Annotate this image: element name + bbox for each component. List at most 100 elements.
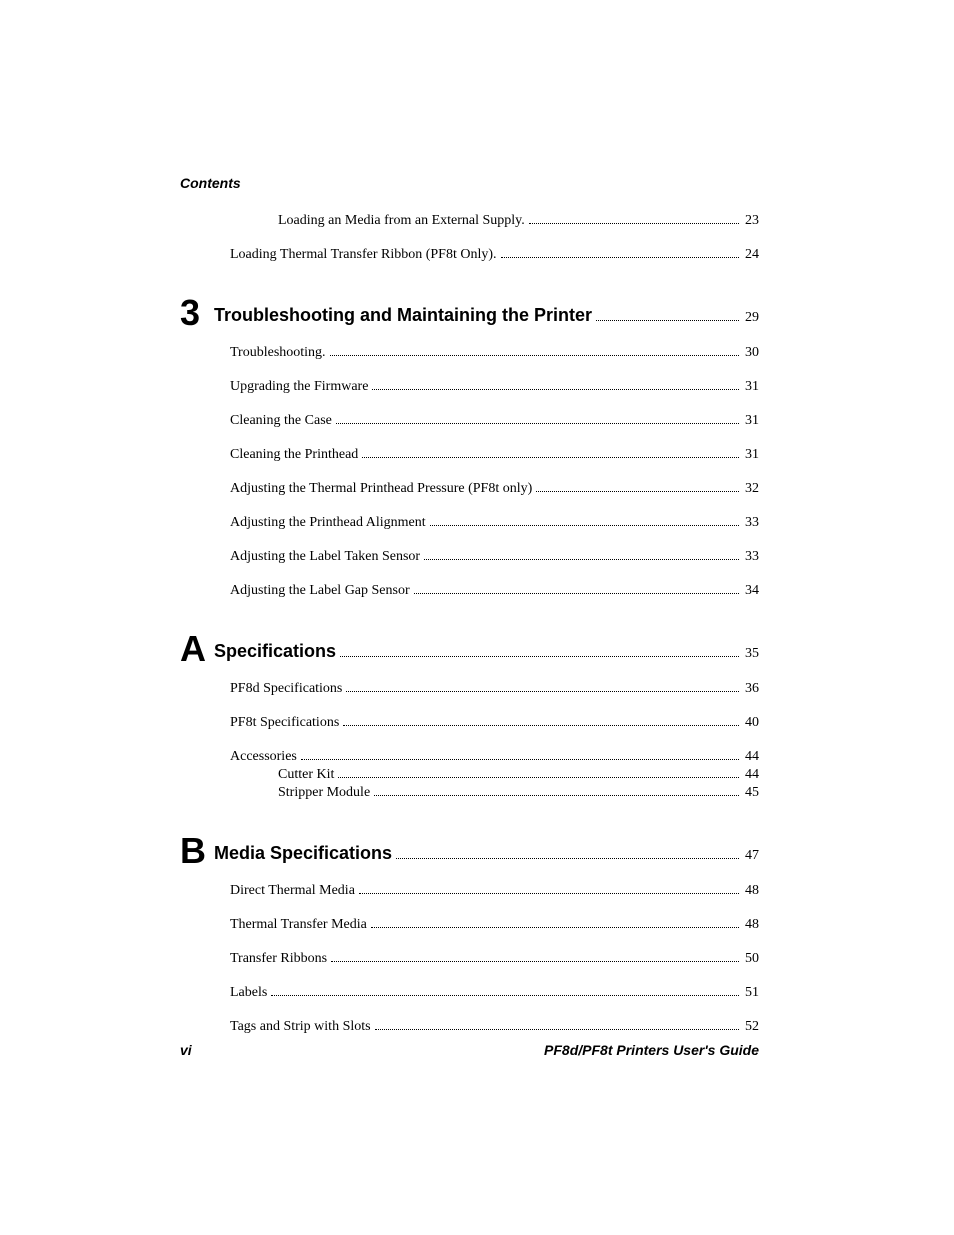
leader-dots [396,858,739,859]
toc-entry-title: Cutter Kit [278,767,334,783]
toc-entry-page: 32 [745,481,759,497]
toc-entry: PF8t Specifications 40 [230,715,759,731]
toc-entry-page: 50 [745,951,759,967]
toc-entry-title: Direct Thermal Media [230,883,355,899]
toc-entry: Stripper Module 45 [230,785,759,801]
toc-entry: Adjusting the Thermal Printhead Pressure… [230,481,759,497]
intro-group: Loading an Media from an External Supply… [230,213,759,263]
leader-dots [336,423,739,424]
leader-dots [346,691,739,692]
toc-entry-title: Loading Thermal Transfer Ribbon (PF8t On… [230,247,497,263]
toc-entry: Adjusting the Printhead Alignment 33 [230,515,759,531]
toc-entry: Labels 51 [230,985,759,1001]
leader-dots [374,795,739,796]
toc-entry: Upgrading the Firmware 31 [230,379,759,395]
toc-entry-page: 48 [745,883,759,899]
toc-entry: Adjusting the Label Taken Sensor 33 [230,549,759,565]
chapter-number: 3 [180,295,214,331]
toc-entry-title: Adjusting the Printhead Alignment [230,515,426,531]
toc-entry-title: Thermal Transfer Media [230,917,367,933]
leader-dots [596,320,739,321]
toc-entry-page: 51 [745,985,759,1001]
leader-dots [375,1029,739,1030]
leader-dots [424,559,739,560]
toc-entry-page: 23 [745,213,759,229]
contents-header: Contents [180,175,759,191]
chapter-title: Specifications [214,641,336,662]
toc-entry-page: 44 [745,749,759,765]
chapter-page: 47 [745,848,759,864]
toc-entry: Cleaning the Printhead 31 [230,447,759,463]
toc-entry: Accessories 44 [230,749,759,765]
leader-dots [359,893,739,894]
toc-entry: Loading Thermal Transfer Ribbon (PF8t On… [230,247,759,263]
toc-entry-page: 24 [745,247,759,263]
toc-entry-title: Cleaning the Printhead [230,447,358,463]
toc-entry-page: 31 [745,447,759,463]
toc-entry: Troubleshooting. 30 [230,345,759,361]
leader-dots [529,223,739,224]
toc-entry-page: 45 [745,785,759,801]
chapter-number: A [180,631,214,667]
leader-dots [371,927,739,928]
toc-entry: Direct Thermal Media 48 [230,883,759,899]
toc-entry-page: 40 [745,715,759,731]
chapter-page: 35 [745,646,759,662]
toc-entry-page: 52 [745,1019,759,1035]
toc-entry-title: Adjusting the Thermal Printhead Pressure… [230,481,532,497]
page-number: vi [180,1042,192,1058]
toc-entry-title: Stripper Module [278,785,370,801]
toc-entry-title: Adjusting the Label Taken Sensor [230,549,420,565]
leader-dots [430,525,739,526]
toc-entry-page: 31 [745,379,759,395]
guide-title: PF8d/PF8t Printers User's Guide [544,1042,759,1058]
leader-dots [372,389,739,390]
toc-entry-title: Loading an Media from an External Supply… [278,213,525,229]
chapter-number: B [180,833,214,869]
chapter-title: Troubleshooting and Maintaining the Prin… [214,305,592,326]
leader-dots [271,995,739,996]
chapter-heading: BMedia Specifications47 [180,829,759,865]
toc-entry: Loading an Media from an External Supply… [230,213,759,229]
chapter-line: Troubleshooting and Maintaining the Prin… [214,305,759,326]
page-footer: vi PF8d/PF8t Printers User's Guide [180,1042,759,1058]
leader-dots [301,759,739,760]
page-content: Contents Loading an Media from an Extern… [0,0,954,1035]
toc-entry: Cleaning the Case31 [230,413,759,429]
toc-entry-title: Tags and Strip with Slots [230,1019,371,1035]
chapter-line: Specifications 35 [214,641,759,662]
leader-dots [340,656,739,657]
leader-dots [330,355,739,356]
chapter-entries: Direct Thermal Media 48 Thermal Transfer M… [230,883,759,1035]
toc-entry-page: 33 [745,549,759,565]
leader-dots [501,257,739,258]
toc-entry-title: PF8t Specifications [230,715,339,731]
toc-entry-title: Cleaning the Case [230,413,332,429]
toc-entry-title: Labels [230,985,267,1001]
toc-entry: Transfer Ribbons 50 [230,951,759,967]
chapter-title: Media Specifications [214,843,392,864]
toc-entry: Tags and Strip with Slots 52 [230,1019,759,1035]
chapter-page: 29 [745,310,759,326]
toc-entry-page: 33 [745,515,759,531]
chapter-heading: 3Troubleshooting and Maintaining the Pri… [180,291,759,327]
leader-dots [343,725,739,726]
chapter-heading: ASpecifications35 [180,627,759,663]
leader-dots [536,491,739,492]
toc-entry: Thermal Transfer Media48 [230,917,759,933]
toc-entry-title: Upgrading the Firmware [230,379,368,395]
toc-entry-title: Adjusting the Label Gap Sensor [230,583,410,599]
leader-dots [338,777,739,778]
toc-entry-page: 44 [745,767,759,783]
chapter-entries: PF8d Specifications 36 PF8t Specifications… [230,681,759,801]
toc-entry-page: 34 [745,583,759,599]
toc-entry: PF8d Specifications 36 [230,681,759,697]
toc-entry-page: 36 [745,681,759,697]
chapter-line: Media Specifications 47 [214,843,759,864]
toc-entry-title: Transfer Ribbons [230,951,327,967]
toc-entry-page: 30 [745,345,759,361]
toc-entry-title: Troubleshooting. [230,345,326,361]
toc-entry-title: Accessories [230,749,297,765]
toc-entry-title: PF8d Specifications [230,681,342,697]
toc-entry: Cutter Kit 44 [230,767,759,783]
